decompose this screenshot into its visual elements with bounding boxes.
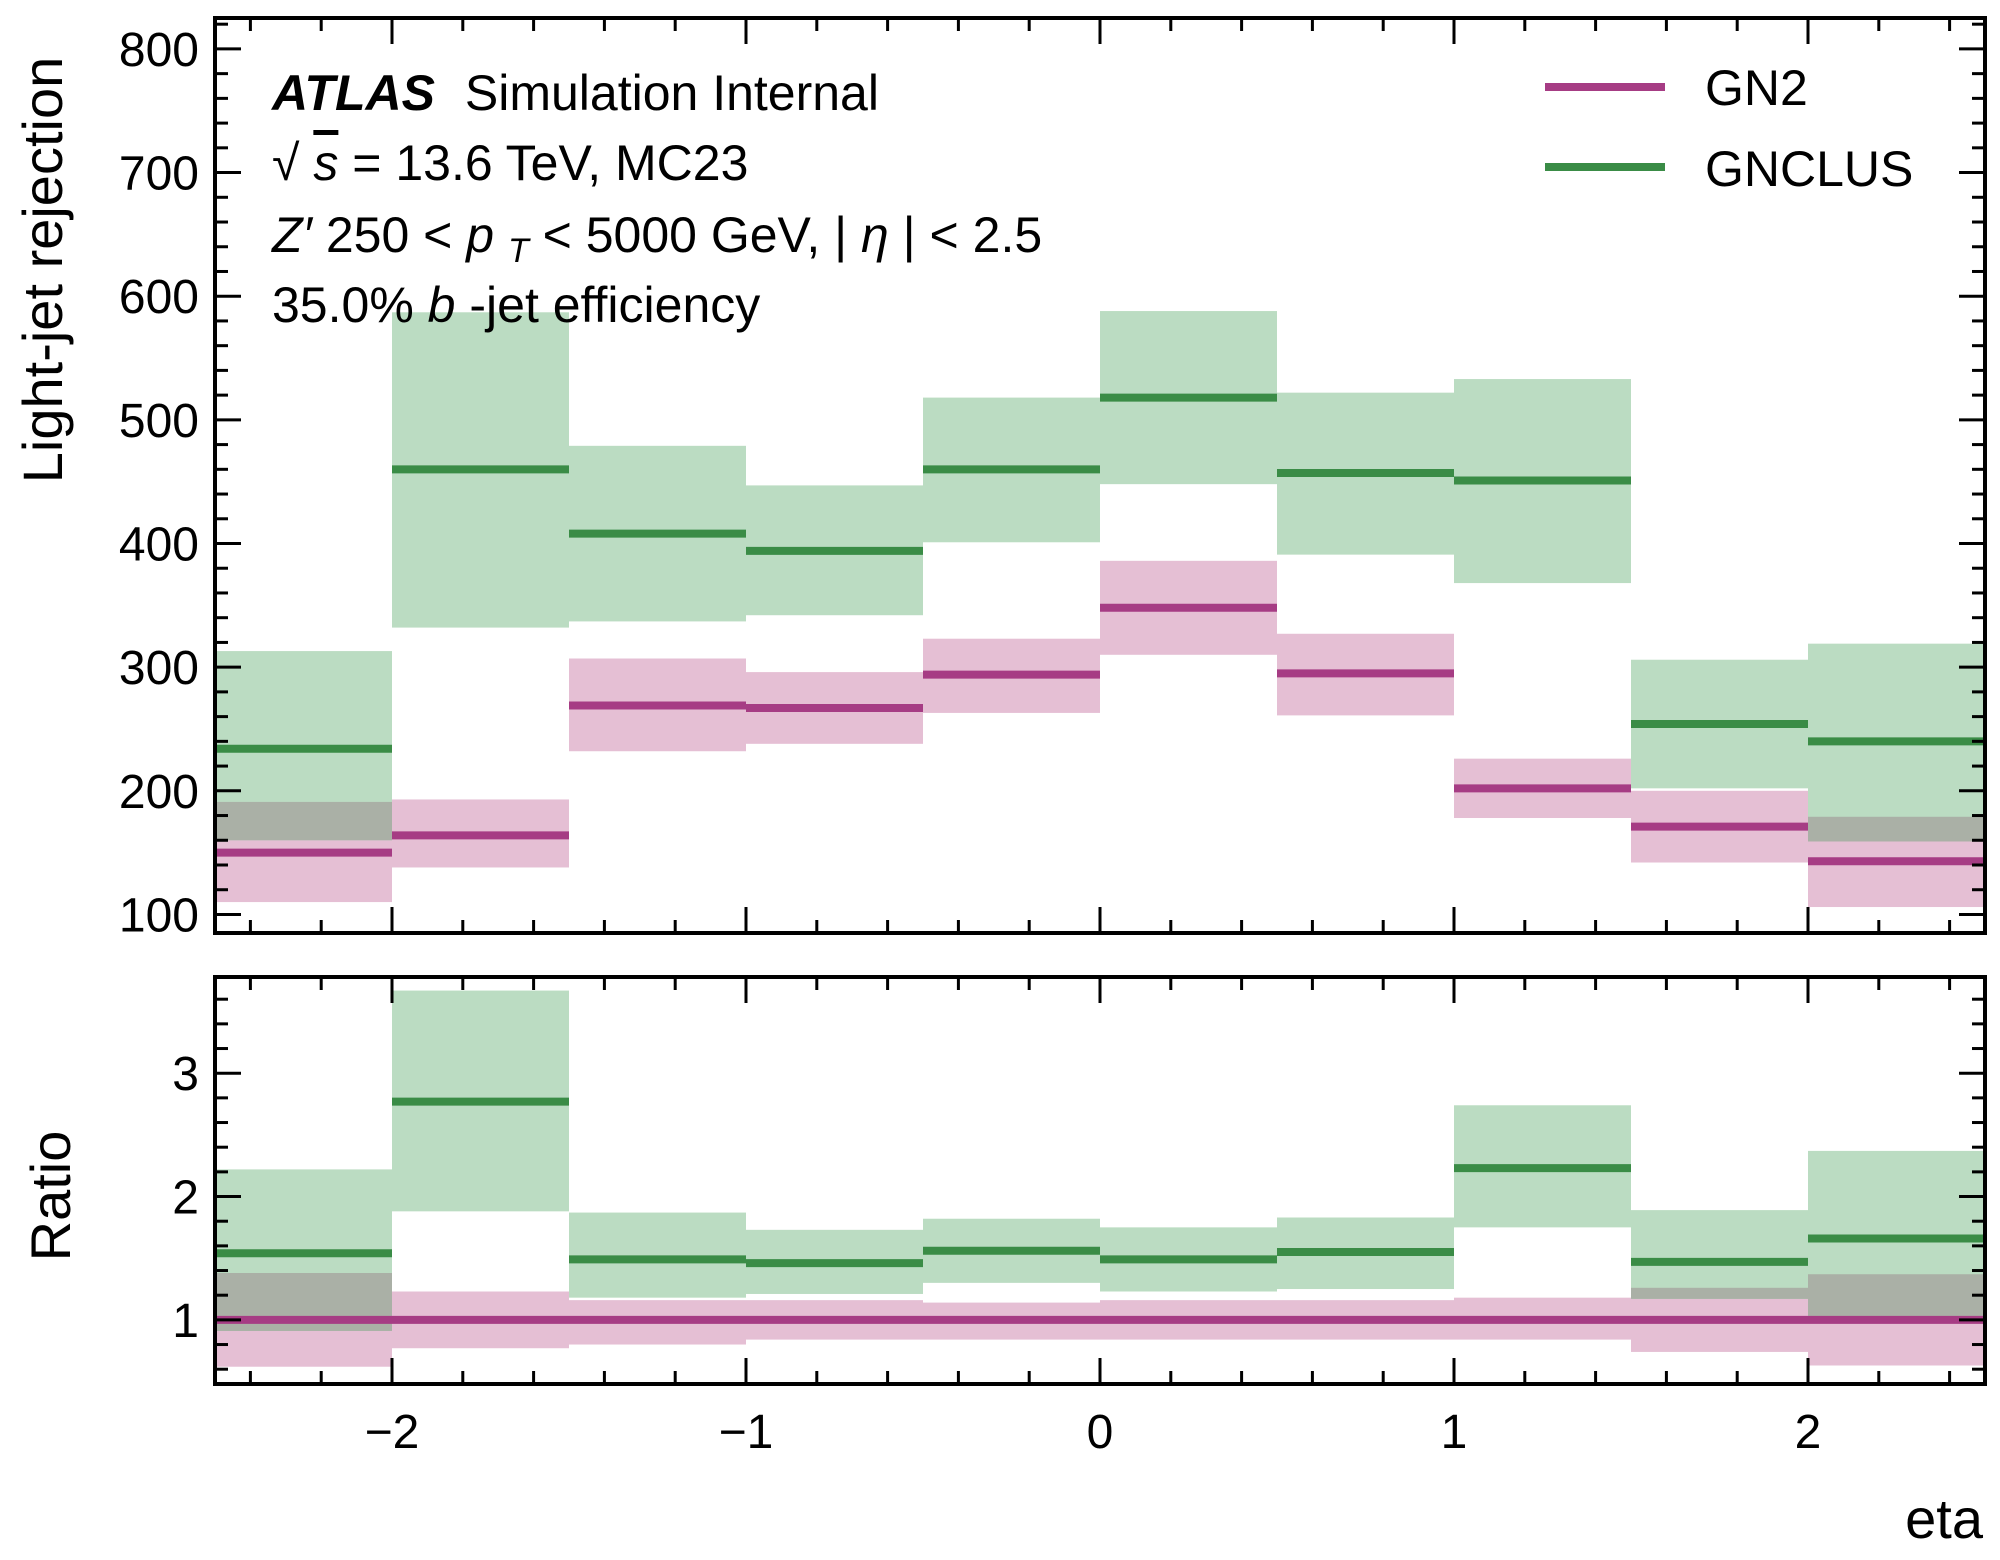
selection-mid: 250 < (326, 207, 466, 263)
main-frame (213, 16, 1987, 935)
wp-pre: 35.0% (272, 277, 428, 333)
selection-sub: T (508, 232, 531, 270)
main-ytick-label: 400 (119, 519, 199, 572)
energy-label: √ s = 13.6 TeV, MC23 (272, 135, 748, 191)
ratio-lines (215, 1097, 1985, 1324)
selection-label: Z′ 250 < p T < 5000 GeV, | η | < 2.5 (271, 207, 1042, 273)
sqrt-s: s (313, 135, 338, 191)
x-tick-label: 0 (1087, 1406, 1114, 1459)
x-axis-title: eta (1905, 1487, 1984, 1550)
selection-eta: η (861, 207, 889, 263)
ratio-ticks: 1 2 3 −2 −1 0 1 2 (172, 977, 1985, 1459)
ratio-panel: 1 2 3 −2 −1 0 1 2 (172, 975, 1987, 1459)
ratio-y-axis-title: Ratio (19, 1131, 82, 1262)
legend-gnclus-label: GNCLUS (1705, 141, 1913, 197)
ratio-frame (213, 975, 1987, 1386)
ratio-band-overlap-bin-9 (1808, 1274, 1985, 1320)
ratio-bands (215, 990, 1985, 1367)
ratio-band-overlap-bin-8 (1631, 1287, 1808, 1299)
ratio-ytick-label: 3 (172, 1048, 199, 1101)
status-label: Simulation Internal (465, 65, 879, 121)
main-lines (215, 393, 1985, 866)
legend: GN2 GNCLUS (1545, 60, 1913, 197)
main-ticks: 100 200 300 400 500 600 700 800 (119, 18, 1985, 942)
main-panel: 100 200 300 400 500 600 700 800 (119, 16, 1987, 942)
x-tick-label: −1 (719, 1406, 774, 1459)
x-tick-label: −2 (365, 1406, 420, 1459)
main-ytick-label: 200 (119, 766, 199, 819)
main-band-overlap-bin-9 (1808, 816, 1985, 842)
main-ytick-label: 100 (119, 889, 199, 942)
ratio-band-gnclus-bin-8 (1631, 1210, 1808, 1299)
selection-tail: | < 2.5 (903, 207, 1042, 263)
main-band-overlap-bin-0 (215, 801, 392, 841)
x-tick-label: 1 (1441, 1406, 1468, 1459)
main-ytick-label: 600 (119, 271, 199, 324)
wp-post: -jet efficiency (469, 277, 760, 333)
selection-p: p (464, 207, 494, 263)
sqrt-symbol: √ (272, 135, 300, 191)
ratio-band-gnclus-bin-2 (569, 1212, 746, 1298)
working-point-label: 35.0% b -jet efficiency (272, 277, 760, 333)
legend-gn2-label: GN2 (1705, 60, 1808, 116)
main-ytick-label: 300 (119, 642, 199, 695)
ratio-ytick-label: 1 (172, 1295, 199, 1348)
selection-z: Z′ (271, 207, 314, 263)
main-ytick-label: 500 (119, 395, 199, 448)
main-y-axis-title: Light-jet rejection (11, 57, 74, 483)
atlas-label: ATLAS (270, 65, 435, 121)
main-ytick-label: 700 (119, 148, 199, 201)
experiment-label: ATLAS Simulation Internal (270, 65, 879, 121)
ratio-ytick-label: 2 (172, 1172, 199, 1225)
wp-b: b (428, 277, 456, 333)
energy-value: = 13.6 TeV, MC23 (352, 135, 748, 191)
x-tick-label: 2 (1795, 1406, 1822, 1459)
main-ytick-label: 800 (119, 24, 199, 77)
selection-end: < 5000 GeV, | (543, 207, 847, 263)
